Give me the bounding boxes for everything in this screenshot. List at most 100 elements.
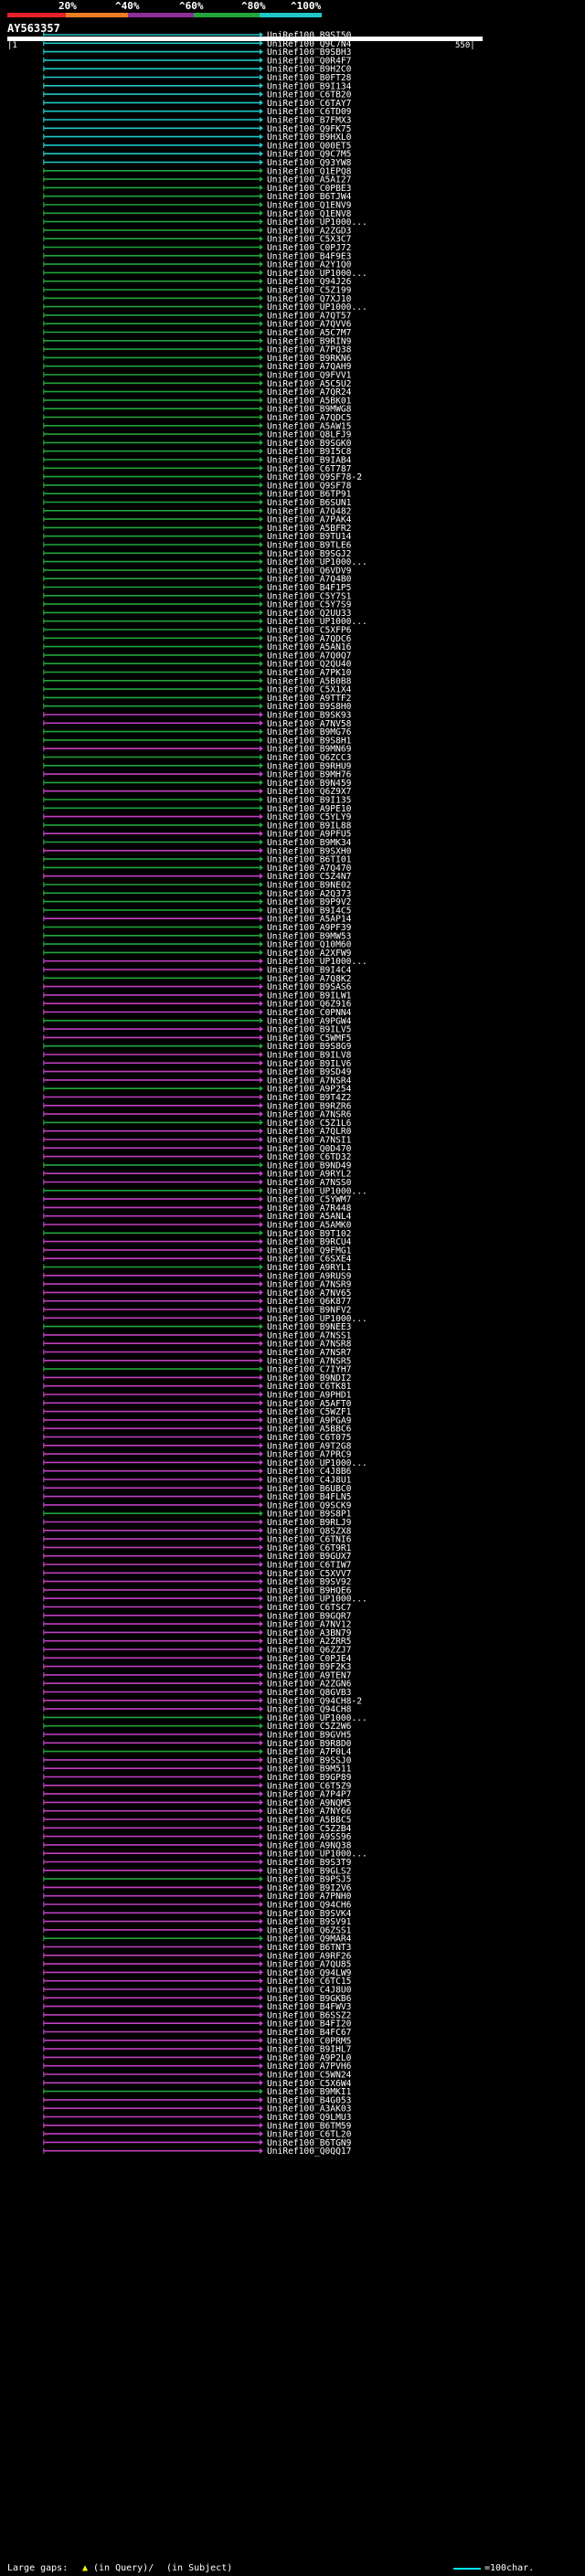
hit-row[interactable]: UniRef100_A9RYL2: [43, 1170, 352, 1180]
hit-row[interactable]: UniRef100_UP1000...: [43, 557, 367, 567]
hit-label[interactable]: UniRef100_Q1ENV9: [267, 201, 352, 211]
hit-row[interactable]: UniRef100_B9RIN9: [43, 336, 352, 346]
hit-row[interactable]: UniRef100_A5BBC6: [43, 1425, 352, 1435]
hit-label[interactable]: UniRef100_A9PGA9: [267, 1415, 352, 1426]
hit-label[interactable]: UniRef100_A7NSR4: [267, 1076, 352, 1086]
hit-row[interactable]: UniRef100_B4FI20: [43, 2019, 352, 2030]
hit-row[interactable]: UniRef100_B9ILV5: [43, 1025, 352, 1035]
hit-row[interactable]: UniRef100_B9I135: [43, 796, 352, 806]
hit-row[interactable]: UniRef100_A9PE10: [43, 804, 352, 814]
hit-row[interactable]: UniRef100_A7NSS0: [43, 1178, 352, 1188]
hit-row[interactable]: UniRef100_C6TSC7: [43, 1603, 352, 1613]
hit-label[interactable]: UniRef100_B9I135: [267, 796, 351, 806]
hit-row[interactable]: UniRef100_B9I4C5: [43, 906, 352, 916]
hit-row[interactable]: UniRef100_B9SI50: [43, 31, 352, 41]
hit-label[interactable]: UniRef100_B9SVK4: [267, 1909, 352, 1919]
hit-row[interactable]: UniRef100_Q0QQ17: [43, 2147, 352, 2157]
hit-row[interactable]: UniRef100_C5WMF5: [43, 1034, 352, 1044]
hit-row[interactable]: UniRef100_A9PGA9: [43, 1415, 352, 1426]
hit-label[interactable]: UniRef100_A7QT57: [267, 311, 352, 321]
hit-label[interactable]: UniRef100_C5Z2W6: [267, 1722, 352, 1732]
hit-label[interactable]: UniRef100_B9MN69: [267, 745, 352, 755]
hit-label[interactable]: UniRef100_A5BK01: [267, 396, 352, 406]
hit-row[interactable]: UniRef100_B9SV92: [43, 1577, 352, 1587]
hit-label[interactable]: UniRef100_C0PJE4: [267, 1654, 352, 1664]
hit-row[interactable]: UniRef100_B9SGK0: [43, 439, 352, 449]
hit-row[interactable]: UniRef100_A2ZGN6: [43, 1680, 352, 1690]
hit-label[interactable]: UniRef100_UP1000...: [267, 269, 367, 279]
hit-row[interactable]: UniRef100_B9NDI2: [43, 1373, 352, 1383]
hit-label[interactable]: UniRef100_B9TLE6: [267, 541, 352, 551]
hit-row[interactable]: UniRef100_C5Z1L6: [43, 1118, 352, 1129]
hit-label[interactable]: UniRef100_Q9FMG1: [267, 1246, 352, 1256]
hit-row[interactable]: UniRef100_A9RYL1: [43, 1263, 352, 1273]
hit-label[interactable]: UniRef100_B9HQE6: [267, 1585, 352, 1595]
hit-label[interactable]: UniRef100_Q00ET5: [267, 141, 351, 151]
hit-row[interactable]: UniRef100_Q9FVV1: [43, 371, 352, 381]
hit-label[interactable]: UniRef100_A5C7M7: [267, 328, 352, 338]
hit-label[interactable]: UniRef100_A7NSR7: [267, 1348, 352, 1358]
hit-label[interactable]: UniRef100_Q6K877: [267, 1297, 352, 1307]
hit-row[interactable]: UniRef100_C6T075: [43, 1433, 352, 1443]
hit-row[interactable]: UniRef100_B9RZR6: [43, 1101, 352, 1111]
hit-row[interactable]: UniRef100_B9NFV2: [43, 1306, 352, 1316]
hit-label[interactable]: UniRef100_C5Z199: [267, 286, 352, 296]
hit-row[interactable]: UniRef100_Q0D470: [43, 1144, 352, 1154]
hit-label[interactable]: UniRef100_Q0D470: [267, 1144, 352, 1154]
hit-row[interactable]: UniRef100_B9GLS2: [43, 1866, 352, 1876]
hit-label[interactable]: UniRef100_Q9SCK9: [267, 1500, 352, 1511]
hit-row[interactable]: UniRef100_B9GUX7: [43, 1552, 352, 1562]
hit-label[interactable]: UniRef100_A7NSS1: [267, 1330, 352, 1341]
hit-label[interactable]: UniRef100_B6TGN9: [267, 2138, 352, 2148]
hit-row[interactable]: UniRef100_B9ND49: [43, 1161, 352, 1171]
hit-row[interactable]: UniRef100_A9RUS9: [43, 1271, 352, 1281]
hit-row[interactable]: UniRef100_B9S8H0: [43, 702, 352, 712]
hit-label[interactable]: UniRef100_A5ANL4: [267, 1212, 352, 1222]
hit-label[interactable]: UniRef100_B9SGK0: [267, 439, 352, 449]
hit-label[interactable]: UniRef100_B9ILV5: [267, 1025, 351, 1035]
hit-row[interactable]: UniRef100_C6TC15: [43, 1977, 352, 1987]
hit-label[interactable]: UniRef100_B9H2C0: [267, 65, 352, 75]
hit-row[interactable]: UniRef100_A9PFU5: [43, 830, 352, 840]
hit-row[interactable]: UniRef100_Q9FMG1: [43, 1246, 352, 1256]
hit-label[interactable]: UniRef100_A9RF26: [267, 1951, 352, 1961]
hit-label[interactable]: UniRef100_C4J8U0: [267, 1986, 352, 1996]
hit-row[interactable]: UniRef100_B9SV91: [43, 1917, 352, 1927]
hit-label[interactable]: UniRef100_B9IAB4: [267, 456, 352, 466]
hit-label[interactable]: UniRef100_B9F2K3: [267, 1662, 352, 1672]
hit-label[interactable]: UniRef100_C6T5Z9: [267, 1781, 352, 1791]
hit-row[interactable]: UniRef100_A7NSI1: [43, 1136, 352, 1146]
hit-label[interactable]: UniRef100_Q93YW8: [267, 158, 352, 168]
hit-row[interactable]: UniRef100_A9PF39: [43, 923, 352, 933]
hit-label[interactable]: UniRef100_UP1000...: [267, 957, 367, 967]
hit-label[interactable]: UniRef100_A9P254: [267, 1085, 352, 1095]
hit-label[interactable]: UniRef100_C5XVV7: [267, 1569, 352, 1579]
hit-label[interactable]: UniRef100_B9RCU4: [267, 1237, 352, 1247]
hit-label[interactable]: UniRef100_C5X6W4: [267, 2079, 352, 2089]
hit-row[interactable]: UniRef100_B9T102: [43, 1229, 352, 1239]
hit-row[interactable]: UniRef100_Q94CH8-2: [43, 1696, 362, 1706]
hit-label[interactable]: UniRef100_B6TM59: [267, 2121, 352, 2131]
hit-row[interactable]: UniRef100_C6T787: [43, 464, 352, 474]
hit-row[interactable]: UniRef100_B6TGN9: [43, 2138, 352, 2148]
hit-label[interactable]: UniRef100_Q9C7N4: [267, 39, 352, 49]
hit-row[interactable]: UniRef100_A9RF26: [43, 1951, 352, 1961]
hit-label[interactable]: UniRef100_Q2UU33: [267, 609, 352, 619]
hit-label[interactable]: UniRef100_Q8GVB3: [267, 1688, 352, 1698]
hit-row[interactable]: UniRef100_C6TAY7: [43, 99, 352, 109]
hit-row[interactable]: UniRef100_C5WN24: [43, 2071, 352, 2081]
hit-row[interactable]: UniRef100_B6TM59: [43, 2121, 352, 2131]
hit-row[interactable]: UniRef100_A5AMK0: [43, 1221, 352, 1231]
hit-label[interactable]: UniRef100_A7Q0Q7: [267, 651, 352, 661]
hit-label[interactable]: UniRef100_A7NSS0: [267, 1178, 352, 1188]
hit-row[interactable]: UniRef100_C6TB20: [43, 90, 352, 101]
hit-label[interactable]: UniRef100_C5YLY9: [267, 812, 352, 822]
hit-row[interactable]: UniRef100_B9R8D0: [43, 1739, 352, 1749]
hit-label[interactable]: UniRef100_B9NE02: [267, 881, 351, 891]
hit-label[interactable]: UniRef100_A7R448: [267, 1203, 352, 1214]
hit-row[interactable]: UniRef100_C4J8U1: [43, 1476, 352, 1486]
hit-row[interactable]: UniRef100_C5WZF1: [43, 1407, 352, 1417]
hit-label[interactable]: UniRef100_A2ZGN6: [267, 1680, 352, 1690]
hit-label[interactable]: UniRef100_B9I2V6: [267, 1883, 352, 1893]
hit-row[interactable]: UniRef100_A7Q4B0: [43, 575, 352, 585]
